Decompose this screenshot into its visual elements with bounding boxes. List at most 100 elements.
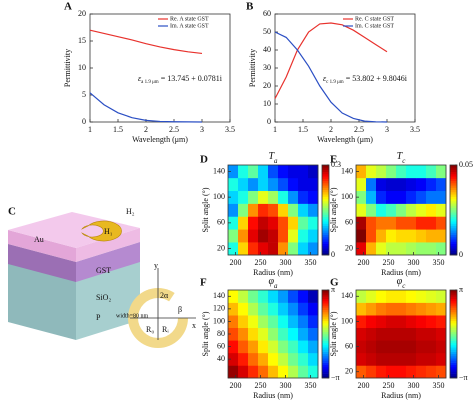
- heat-cell: [248, 229, 259, 243]
- legend-label: Im. C state GST: [355, 23, 394, 29]
- colorbar-slice: [322, 325, 329, 328]
- colorbar-slice: [322, 205, 329, 209]
- colorbar-slice: [322, 203, 329, 206]
- heat-cell: [396, 177, 407, 192]
- colorbar-slice: [322, 369, 329, 372]
- x-tick-label: 1: [88, 125, 92, 134]
- heat-cell: [238, 229, 249, 243]
- heat-cell: [386, 229, 397, 243]
- legend-label: Re. A state GST: [170, 16, 209, 22]
- panel-title: Ta: [268, 151, 278, 164]
- heat-cell: [288, 203, 299, 217]
- gst-side: [76, 242, 140, 282]
- heat-cell: [268, 229, 279, 243]
- colorbar-slice: [450, 223, 457, 227]
- colorbar-slice: [450, 165, 457, 168]
- heat-cell: [426, 216, 437, 230]
- colorbar-slice: [322, 171, 329, 175]
- heat-cell: [268, 302, 279, 316]
- colorbar-slice: [322, 239, 329, 242]
- colorbar-slice: [450, 307, 457, 311]
- colorbar-slice: [450, 230, 457, 233]
- colorbar-slice: [450, 316, 457, 319]
- heat-cell: [356, 365, 367, 379]
- colorbar-tick-label: 0: [459, 250, 463, 259]
- heat-cell: [248, 340, 259, 354]
- colorbar-slice: [450, 241, 457, 245]
- colorbar-slice: [322, 356, 329, 359]
- plot-area: [355, 289, 447, 379]
- colorbar-slice: [450, 203, 457, 206]
- heat-cell: [366, 216, 377, 230]
- heat-cell: [268, 216, 279, 230]
- colorbar-slice: [322, 252, 329, 256]
- heat-cell: [308, 352, 319, 366]
- heat-cell: [356, 242, 367, 256]
- heat-cell: [436, 315, 447, 329]
- y-axis-label: Permittivity: [63, 49, 72, 87]
- colorbar-slice: [450, 347, 457, 350]
- colorbar-slice: [322, 349, 329, 352]
- colorbar-slice: [450, 252, 457, 256]
- heat-cell: [228, 165, 239, 179]
- x-tick-label: 300: [280, 258, 292, 267]
- heat-cell: [308, 177, 319, 192]
- colorbar-slice: [322, 347, 329, 350]
- heat-cell: [406, 242, 417, 256]
- colorbar-slice: [322, 230, 329, 233]
- colorbar-slice: [450, 183, 457, 186]
- colorbar-slice: [450, 176, 457, 179]
- colorbar-slice: [450, 292, 457, 295]
- colorbar-slice: [322, 183, 329, 186]
- colorbar-slice: [322, 298, 329, 302]
- colorbar-slice: [450, 246, 457, 249]
- heat-cell: [376, 177, 387, 192]
- x-tick-label: 200: [230, 258, 242, 267]
- colorbar-slice: [450, 194, 457, 197]
- colorbar-slice: [450, 192, 457, 195]
- heat-cell: [386, 365, 397, 379]
- colorbar-slice: [322, 314, 329, 317]
- colorbar-slice: [322, 169, 329, 173]
- panel-label: A: [64, 1, 72, 13]
- x-tick-label: 3: [385, 125, 389, 134]
- colorbar-slice: [322, 367, 329, 370]
- heat-cell: [278, 327, 289, 341]
- heat-cell: [416, 365, 427, 379]
- y-tick-label: 60: [263, 9, 271, 18]
- colorbar-slice: [450, 360, 457, 363]
- heat-cell: [278, 302, 289, 316]
- colorbar-slice: [450, 367, 457, 370]
- heat-cell: [228, 290, 239, 303]
- x-tick-label: 1: [273, 125, 277, 134]
- y-tick-label: 10: [263, 99, 271, 108]
- heat-cell: [426, 315, 437, 329]
- colorbar-slice: [322, 303, 329, 306]
- colorbar-slice: [450, 364, 457, 368]
- colorbar-slice: [322, 323, 329, 326]
- heat-cell: [298, 190, 309, 204]
- heat-cell: [238, 352, 249, 366]
- colorbar-slice: [322, 312, 329, 315]
- x-tick-label: 250: [255, 381, 267, 390]
- colorbar-slice: [322, 228, 329, 231]
- heat-cell: [376, 190, 387, 204]
- colorbar-slice: [322, 294, 329, 297]
- heat-cell: [396, 327, 407, 341]
- heat-cell: [268, 165, 279, 179]
- heat-cell: [426, 352, 437, 366]
- heat-cell: [436, 340, 447, 354]
- heat-cell: [278, 165, 289, 179]
- heat-cell: [268, 290, 279, 303]
- x-tick-label: 2: [144, 125, 148, 134]
- y-tick-label: 140: [213, 166, 225, 175]
- colorbar-slice: [450, 298, 457, 302]
- label-sio2: SiO₂: [96, 293, 111, 302]
- x-tick-label: 350: [433, 381, 445, 390]
- heat-cell: [298, 242, 309, 256]
- heat-cell: [376, 315, 387, 329]
- panel-title: Tc: [397, 151, 407, 164]
- heat-cell: [248, 302, 259, 316]
- heat-cell: [298, 302, 309, 316]
- colorbar-slice: [450, 207, 457, 211]
